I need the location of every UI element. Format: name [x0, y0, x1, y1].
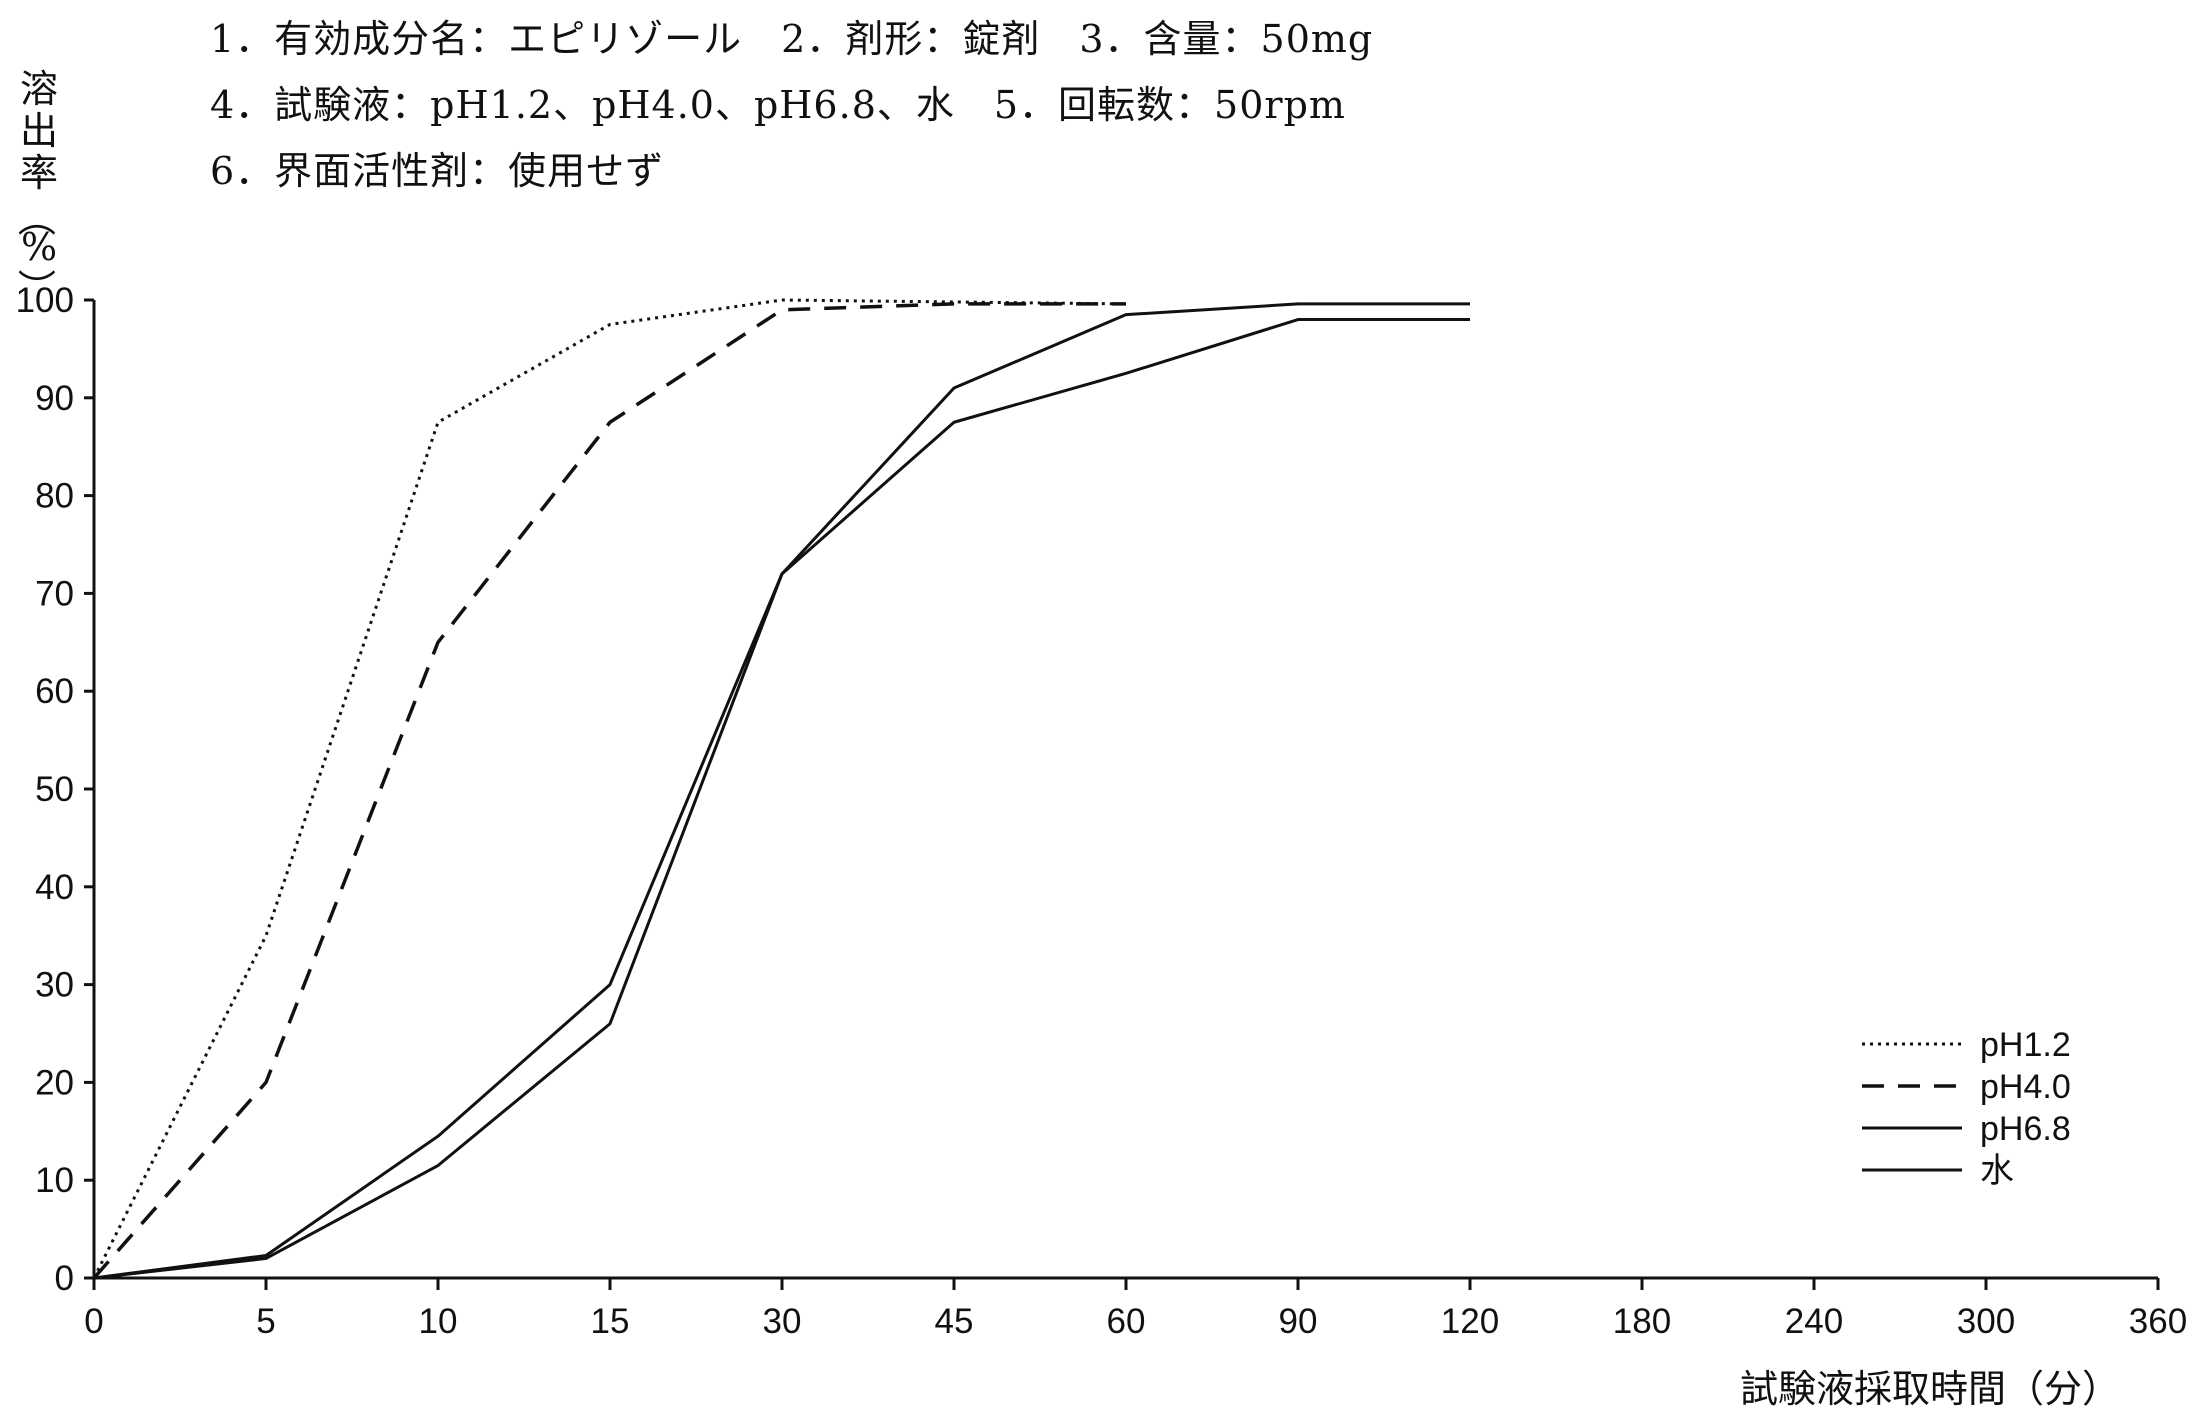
condition-line-3: 6．界面活性剤：使用せず — [210, 149, 665, 193]
y-tick-label: 40 — [35, 868, 74, 907]
y-axis-title-char: 率 — [19, 151, 58, 195]
x-tick-label: 120 — [1441, 1302, 1499, 1341]
legend-label: pH4.0 — [1980, 1068, 2071, 1106]
chart-legend: pH1.2 pH4.0 pH6.8 水 — [1862, 1026, 2071, 1190]
condition-line-2: 4．試験液：pH1.2、pH4.0、pH6.8、水 5．回転数：50rpm — [210, 83, 1346, 127]
x-axis-title: 試験液採取時間（分） — [1740, 1367, 2120, 1411]
chart-series — [92, 298, 1470, 1280]
y-tick-label: 0 — [55, 1259, 74, 1298]
series-line-pH6.8 — [93, 302, 1470, 1280]
y-axis-title-char: 出 — [19, 109, 58, 153]
y-tick-label: 90 — [35, 379, 74, 418]
x-tick-label: 5 — [256, 1302, 275, 1341]
x-tick-label: 300 — [1957, 1302, 2015, 1341]
y-tick-label: 100 — [16, 281, 74, 320]
y-axis-title-char: % — [20, 225, 58, 269]
y-axis-title-char: 溶 — [19, 67, 58, 111]
y-tick-label: 10 — [35, 1161, 74, 1200]
x-tick-label: 30 — [763, 1302, 802, 1341]
series-line-pH4.0 — [92, 302, 1126, 1280]
chart-axes: 0 10 20 30 40 50 60 70 80 90 100 0 5 10 15 30 45 60 90 120 1… — [16, 281, 2188, 1341]
y-tick-label: 60 — [35, 672, 74, 711]
y-tick-label: 70 — [35, 574, 74, 613]
x-tick-label: 90 — [1279, 1302, 1318, 1341]
x-tick-label: 360 — [2129, 1302, 2187, 1341]
legend-label: pH6.8 — [1980, 1110, 2071, 1148]
x-tick-label: 15 — [591, 1302, 630, 1341]
x-tick-label: 60 — [1107, 1302, 1146, 1341]
y-tick-label: 20 — [35, 1063, 74, 1102]
x-tick-label: 10 — [419, 1302, 458, 1341]
legend-label: pH1.2 — [1980, 1026, 2071, 1064]
y-tick-label: 30 — [35, 966, 74, 1005]
x-tick-label: 0 — [84, 1302, 103, 1341]
x-tick-label: 45 — [935, 1302, 974, 1341]
y-tick-label: 80 — [35, 477, 74, 516]
x-tick-label: 240 — [1785, 1302, 1843, 1341]
series-line-pH1.2 — [92, 298, 1127, 1279]
y-tick-label: 50 — [35, 770, 74, 809]
legend-label: 水 — [1980, 1152, 2014, 1190]
condition-line-1: 1．有効成分名：エピリゾール 2．剤形：錠剤 3．含量：50mg — [210, 17, 1374, 61]
x-tick-label: 180 — [1613, 1302, 1671, 1341]
series-line-水 — [93, 318, 1470, 1280]
